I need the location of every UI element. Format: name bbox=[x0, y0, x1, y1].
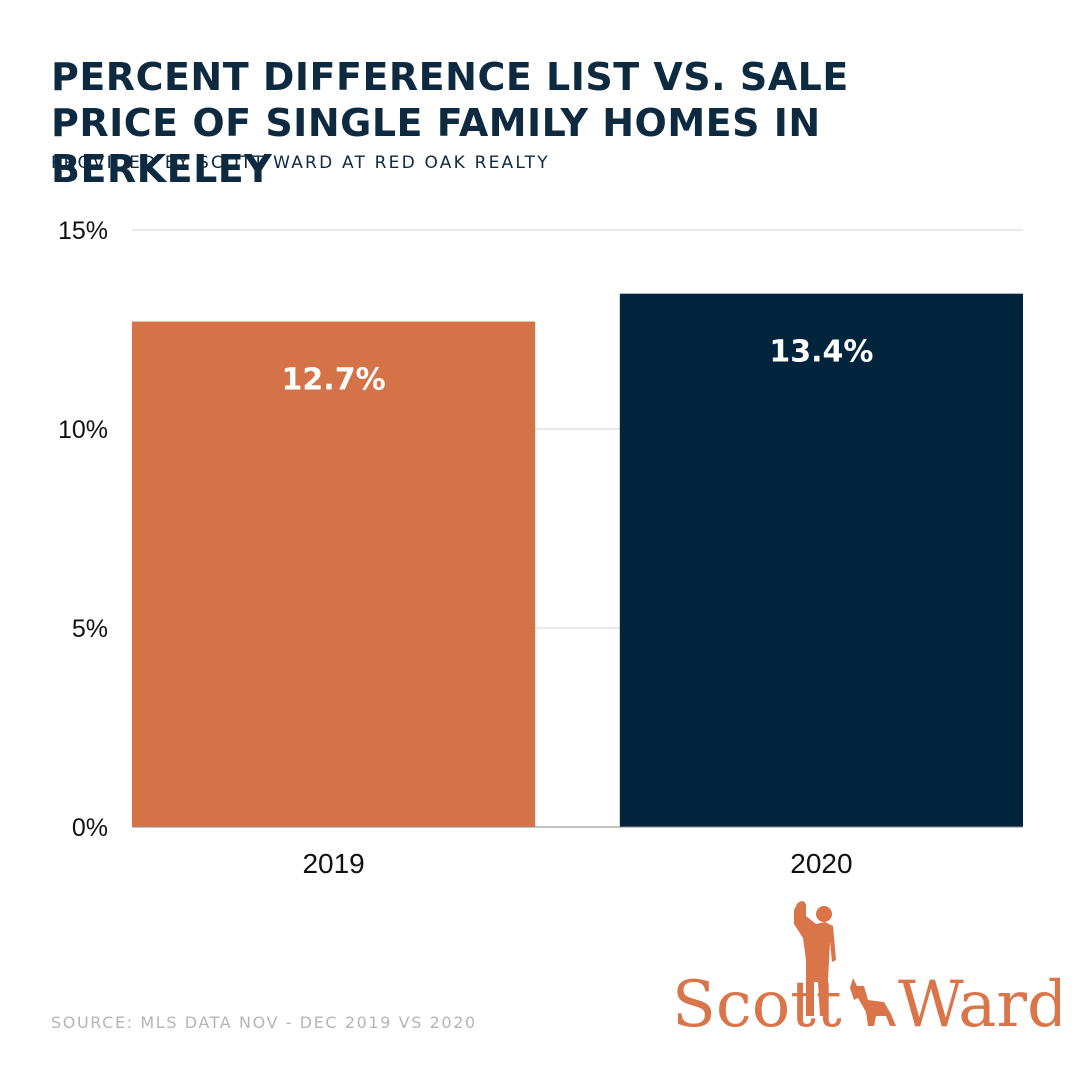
logo-first-name: Scott bbox=[672, 968, 842, 1040]
source-note: SOURCE: MLS DATA NOV - DEC 2019 VS 2020 bbox=[51, 1013, 477, 1032]
bar-2020 bbox=[619, 293, 1023, 827]
chart-title: PERCENT DIFFERENCE LIST VS. SALE PRICE O… bbox=[51, 55, 849, 191]
y-tick-label: 0% bbox=[72, 814, 108, 842]
bar-2019 bbox=[132, 321, 536, 827]
scott-ward-logo: Scott Ward bbox=[672, 901, 1060, 1040]
logo-last-name: Ward bbox=[898, 968, 1060, 1040]
y-tick-label: 10% bbox=[58, 416, 108, 444]
x-tick-label: 2019 bbox=[302, 848, 364, 879]
y-tick-label: 5% bbox=[72, 615, 108, 643]
y-tick-label: 15% bbox=[58, 217, 108, 245]
x-tick-label: 2020 bbox=[790, 848, 852, 879]
data-label: 12.7% bbox=[282, 363, 386, 398]
data-label: 13.4% bbox=[769, 335, 873, 370]
man-silhouette-icon bbox=[794, 901, 836, 1016]
chart-subtitle: PROVIDED BY SCOTT WARD AT RED OAK REALTY bbox=[51, 153, 550, 173]
dog-silhouette-icon bbox=[850, 978, 896, 1026]
